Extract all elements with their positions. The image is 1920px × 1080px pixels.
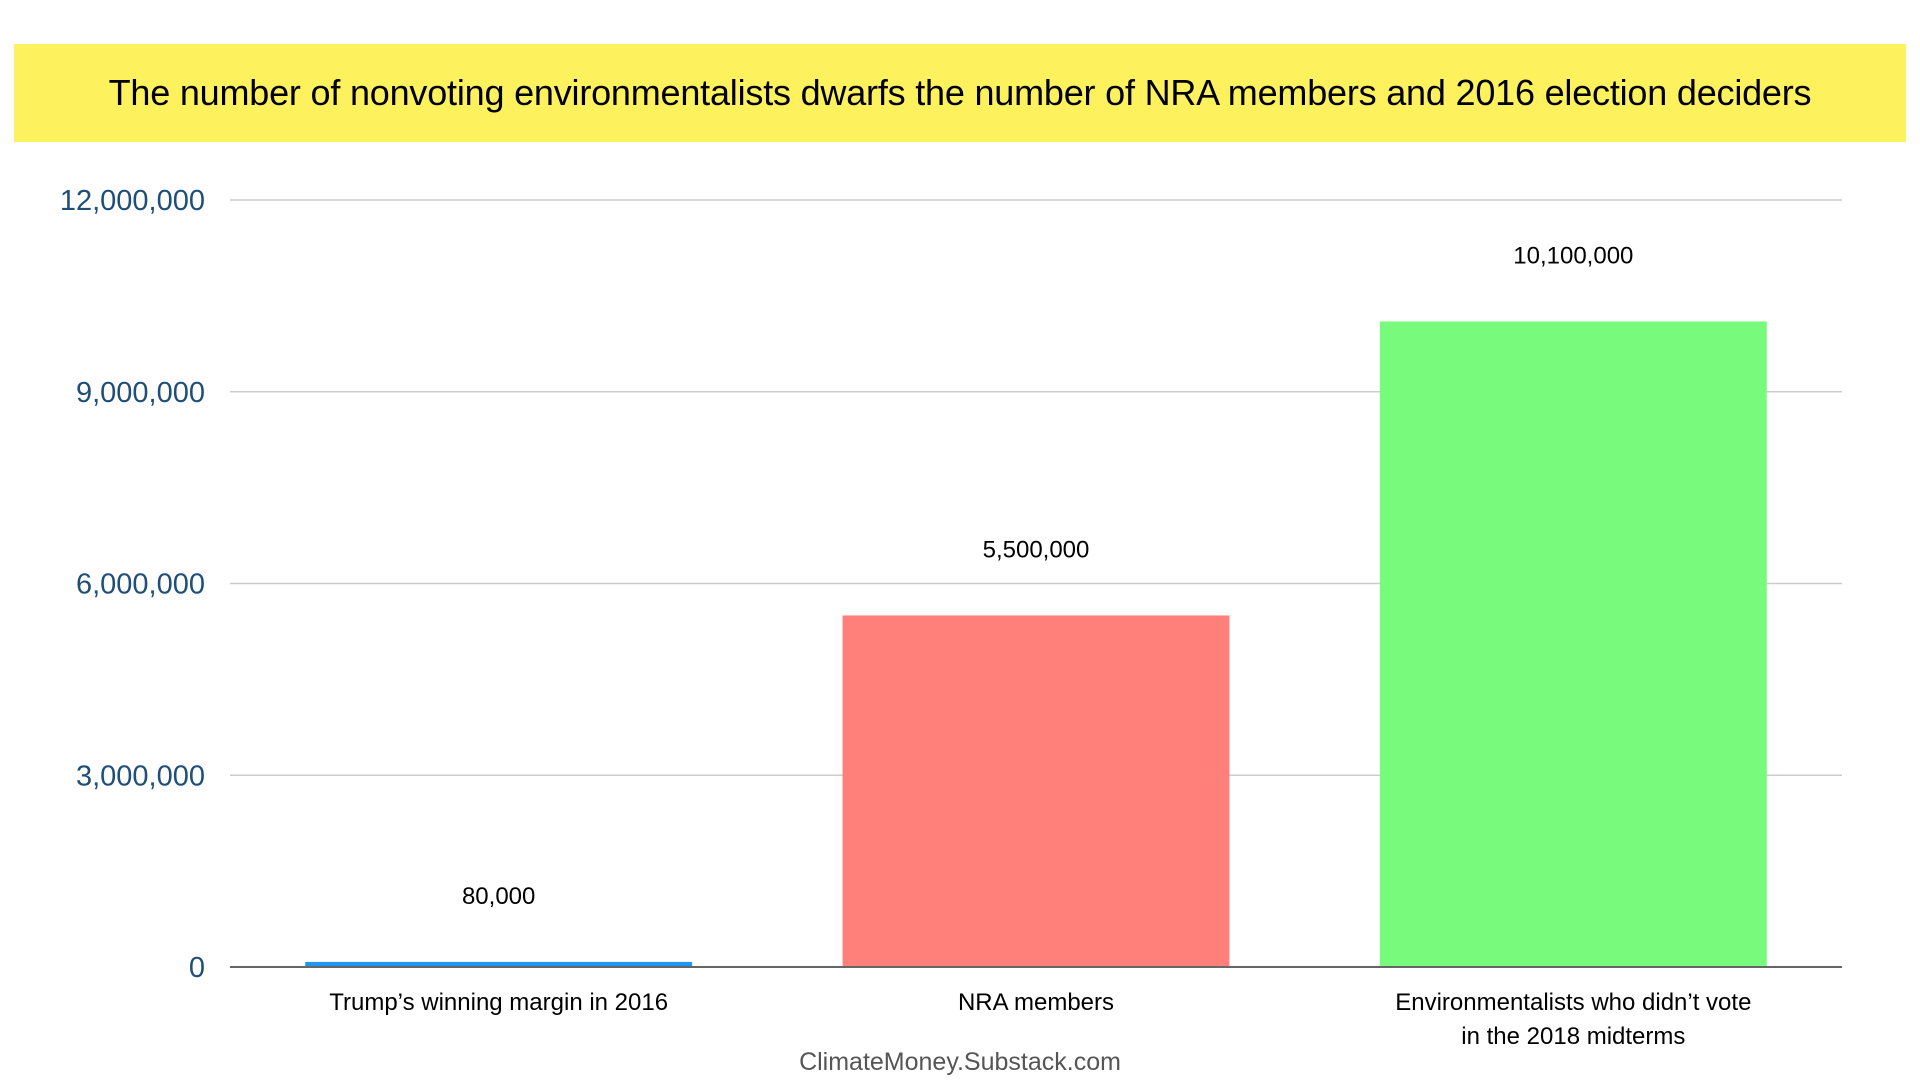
bar bbox=[1379, 321, 1767, 968]
y-tick-label: 9,000,000 bbox=[76, 377, 205, 409]
y-tick-label: 3,000,000 bbox=[76, 760, 205, 792]
bar bbox=[305, 961, 693, 967]
x-axis-categories: Trump’s winning margin in 2016 NRA member… bbox=[329, 989, 1751, 1050]
bar bbox=[842, 615, 1230, 967]
title-banner: The number of nonvoting environmentalist… bbox=[14, 44, 1906, 142]
y-axis-ticks: 0 3,000,000 6,000,000 9,000,000 12,000,000 bbox=[60, 185, 205, 984]
y-tick-label: 12,000,000 bbox=[60, 185, 205, 217]
source-credit: ClimateMoney.Substack.com bbox=[799, 1048, 1121, 1076]
data-label: 10,100,000 bbox=[1513, 242, 1633, 269]
x-category-label-line: in the 2018 midterms bbox=[1461, 1023, 1685, 1050]
data-labels: 80,000 5,500,000 10,100,000 bbox=[462, 242, 1633, 909]
bars bbox=[305, 321, 1767, 968]
x-category-label: Trump’s winning margin in 2016 bbox=[329, 989, 668, 1016]
x-category-label-line: NRA members bbox=[958, 989, 1114, 1016]
y-tick-label: 0 bbox=[189, 952, 205, 984]
x-category-label-line: Environmentalists who didn’t vote bbox=[1395, 989, 1751, 1016]
data-label: 80,000 bbox=[462, 883, 535, 910]
data-label: 5,500,000 bbox=[983, 536, 1090, 563]
x-category-label: Environmentalists who didn’t vote in the … bbox=[1395, 989, 1751, 1050]
x-category-label: NRA members bbox=[958, 989, 1114, 1016]
x-category-label-line: Trump’s winning margin in 2016 bbox=[329, 989, 668, 1016]
y-tick-label: 6,000,000 bbox=[76, 569, 205, 601]
chart-title: The number of nonvoting environmentalist… bbox=[108, 72, 1812, 113]
